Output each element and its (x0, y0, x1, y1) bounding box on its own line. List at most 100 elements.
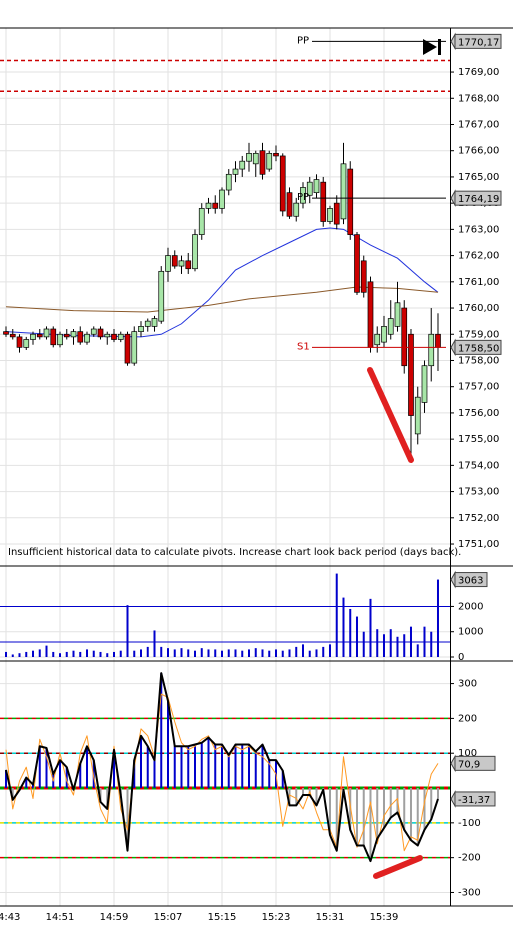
moving-average (5, 227, 439, 338)
y-tick-label: 1761,00 (458, 277, 499, 288)
candle-body (3, 331, 9, 335)
candle-body (387, 318, 394, 335)
candle-body (313, 179, 320, 194)
volume-bar (342, 597, 345, 657)
volume-bar (382, 634, 385, 657)
candle-body (219, 189, 225, 209)
candle-body (320, 181, 327, 222)
tag-layer: 1770,17 1764,19 1758,50 3063 -31,37 70,9 (450, 32, 502, 808)
volume-bar (281, 650, 284, 657)
volume-bar (59, 653, 62, 657)
histogram-bar (254, 751, 257, 789)
histogram-bar (301, 788, 304, 795)
histogram-bar (126, 788, 129, 851)
y-tick-label: 1762,00 (458, 251, 499, 262)
histogram-bar (86, 746, 89, 789)
candle-body (117, 333, 124, 340)
candle-body (158, 270, 165, 322)
y-tick-label: 200 (458, 713, 477, 724)
candle-body (104, 333, 111, 338)
candle-body (178, 260, 185, 267)
candle-body (421, 365, 428, 403)
candle-body (57, 333, 63, 346)
volume-bar (146, 646, 149, 657)
volume-bar (389, 629, 392, 657)
histogram-bar (140, 735, 143, 789)
volume-bar (72, 650, 75, 657)
y-tick-label: 1760,00 (458, 303, 499, 314)
histogram-bar (59, 760, 62, 789)
volume-bar (227, 649, 230, 657)
histogram-bar (214, 744, 217, 789)
histogram-bar (180, 746, 183, 789)
volume-bar (234, 649, 237, 657)
y-tick-label: 0 (458, 652, 464, 663)
tag-label: 1758,50 (458, 343, 499, 354)
moving-average (5, 286, 439, 313)
candle-body (279, 155, 286, 212)
histogram-bar (328, 788, 331, 836)
volume-bar (274, 649, 277, 657)
volume-bar (113, 651, 116, 657)
histogram-bar (423, 788, 426, 830)
volume-bar (86, 649, 89, 657)
volume-bar (295, 646, 298, 657)
candle-body (144, 320, 151, 327)
volume-bar (5, 651, 8, 657)
scroll-end-icon[interactable] (423, 39, 437, 55)
histogram-bar (153, 760, 156, 789)
y-tick-label: 1766,00 (458, 146, 499, 157)
candle-body (198, 208, 205, 235)
volume-bar (247, 649, 250, 657)
pivot-label: PP (297, 192, 309, 203)
tag-label: 1764,19 (458, 194, 499, 205)
candle-body (165, 255, 171, 272)
histogram-bar (261, 744, 264, 789)
histogram-bar (32, 784, 35, 789)
x-tick-label: 15:07 (154, 912, 183, 923)
annotation-stroke (367, 367, 414, 463)
candle-body (63, 333, 70, 338)
candle-body (232, 168, 239, 175)
histogram-bar (193, 744, 196, 789)
volume-bar (369, 598, 372, 657)
message: Insufficient historical data to calculat… (8, 547, 461, 558)
volume-bar (166, 648, 169, 657)
histogram-bar (79, 763, 82, 789)
histogram-bar (25, 777, 28, 789)
candle-body (401, 307, 408, 367)
scroll-end-icon[interactable] (438, 39, 441, 55)
volume-bar (153, 630, 156, 657)
volume-bar (133, 650, 136, 657)
candle-body (9, 333, 16, 338)
histogram-bar (281, 770, 284, 789)
candle-body (23, 339, 30, 348)
tag-box (454, 339, 502, 355)
volume-bar (220, 650, 223, 657)
volume-bar (261, 649, 264, 657)
histogram-bar (106, 788, 109, 809)
histogram-bar (355, 788, 358, 846)
x-tick-label: 14:43 (0, 912, 20, 923)
y-tick-label: 1763,00 (458, 224, 499, 235)
candle-body (90, 328, 97, 335)
volume-bar (119, 650, 122, 657)
pivot-label: PP (297, 35, 309, 46)
histogram-bar (376, 788, 379, 839)
volume-bar (187, 649, 190, 657)
candle-body (286, 192, 293, 217)
candle-body (381, 326, 387, 343)
volume-bar (126, 605, 129, 657)
volume-bar (140, 649, 143, 657)
candle-body (205, 202, 212, 209)
x-tick-label: 15:15 (208, 912, 237, 923)
candle-body (266, 152, 273, 170)
y-tick-label: 1753,00 (458, 487, 499, 498)
x-tick-label: 15:39 (370, 912, 399, 923)
histogram-bar (5, 769, 8, 789)
volume-bar (423, 626, 426, 657)
y-tick-label: 1765,00 (458, 172, 499, 183)
candle-body (374, 333, 381, 346)
candle-body (16, 336, 23, 348)
candle-body (70, 331, 77, 338)
